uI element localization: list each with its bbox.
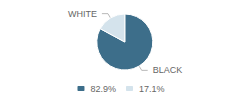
svg-text:17.1%: 17.1% <box>139 84 165 94</box>
svg-text:82.9%: 82.9% <box>90 84 116 94</box>
svg-text:BLACK: BLACK <box>153 65 183 75</box>
svg-text:WHITE: WHITE <box>68 9 97 19</box>
